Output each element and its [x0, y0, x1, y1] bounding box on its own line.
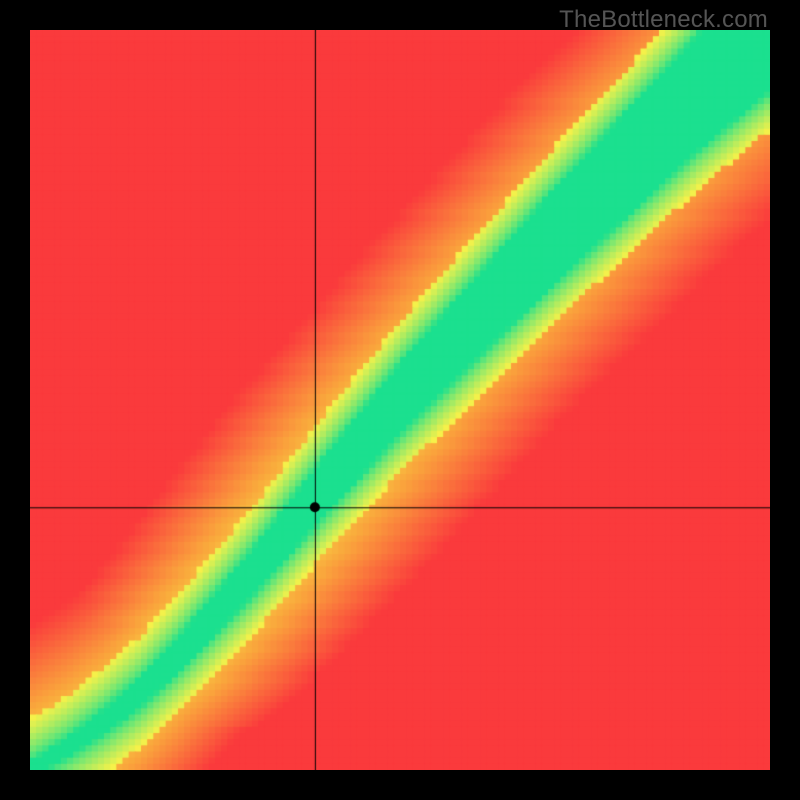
bottleneck-heatmap [30, 30, 770, 770]
